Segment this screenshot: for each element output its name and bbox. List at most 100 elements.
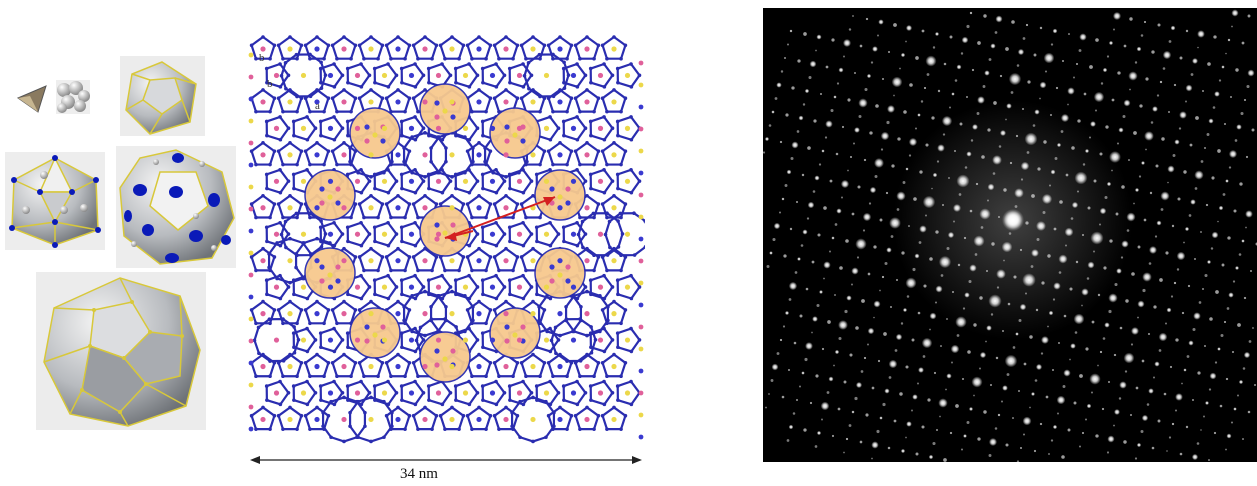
network-node <box>369 175 373 179</box>
network-node <box>399 331 404 335</box>
network-node <box>299 202 304 206</box>
diffraction-spot <box>851 212 855 216</box>
diffraction-spot <box>845 239 849 243</box>
diffraction-spot <box>883 332 887 336</box>
network-node <box>249 202 254 206</box>
network-node <box>359 190 364 195</box>
site-dot <box>300 72 307 79</box>
diffraction-spot <box>1213 35 1217 39</box>
tiling-ring <box>481 62 506 89</box>
network-node <box>279 73 284 78</box>
network-node <box>465 255 470 259</box>
diffraction-spot <box>900 52 906 58</box>
diffraction-spot <box>913 197 917 201</box>
network-node <box>494 243 499 248</box>
network-node <box>345 119 350 124</box>
diffraction-spot <box>782 325 786 328</box>
diffraction-spot <box>1176 251 1186 261</box>
network-node <box>413 349 418 354</box>
network-node <box>394 232 399 236</box>
diffraction-spot <box>954 150 956 152</box>
diffraction-spot <box>1014 205 1018 208</box>
network-node <box>330 149 335 153</box>
network-node <box>396 299 400 304</box>
site-dot <box>611 205 617 211</box>
site-dot <box>462 390 469 396</box>
network-node <box>416 56 420 61</box>
diffraction-spot <box>869 186 877 194</box>
network-node <box>399 119 404 124</box>
network-node <box>480 278 485 283</box>
network-node <box>596 361 601 365</box>
tiling-ring <box>373 62 398 89</box>
network-node <box>308 211 312 216</box>
network-node <box>281 56 285 61</box>
network-node <box>427 80 431 85</box>
diffraction-spot <box>963 236 967 240</box>
network-node <box>340 232 345 236</box>
diffraction-spot <box>887 105 895 113</box>
diffraction-spot <box>919 225 927 233</box>
diffraction-spot <box>838 336 842 341</box>
diffraction-spot <box>866 73 872 79</box>
network-node <box>321 424 325 429</box>
network-node <box>453 384 458 388</box>
diffraction-spot <box>872 46 878 52</box>
diffraction-spot <box>1238 253 1242 256</box>
network-node <box>356 399 360 404</box>
network-node <box>264 119 269 124</box>
network-node <box>308 427 312 431</box>
edge-site <box>638 60 644 66</box>
diffraction-spot <box>829 179 833 183</box>
network-node <box>345 172 350 177</box>
dodecahedron <box>120 56 205 136</box>
diffraction-spot <box>1190 199 1196 205</box>
network-node <box>359 62 363 66</box>
diffraction-spot <box>1111 169 1113 172</box>
network-node <box>465 43 470 48</box>
diffraction-spot <box>783 56 787 60</box>
network-node <box>605 427 609 431</box>
network-node <box>299 149 304 153</box>
diffraction-spot <box>956 64 962 70</box>
network-node <box>386 243 391 248</box>
diffraction-spot <box>950 344 960 354</box>
network-node <box>438 43 443 48</box>
site-dot <box>395 205 401 211</box>
network-node <box>643 245 645 249</box>
diffraction-spot <box>816 430 822 436</box>
site-dot <box>341 152 347 158</box>
diffraction-spot <box>1047 254 1051 258</box>
diffraction-spot <box>1183 170 1187 174</box>
network-node <box>480 66 485 71</box>
diffraction-spot <box>1102 67 1108 73</box>
network-node <box>340 391 345 395</box>
tiling-ring <box>346 221 371 247</box>
diffraction-spot <box>977 41 981 45</box>
site-dot <box>395 152 401 158</box>
diffraction-spot <box>889 217 901 229</box>
network-node <box>434 413 439 418</box>
network-node <box>426 278 431 283</box>
diffraction-spot <box>813 119 817 123</box>
diffraction-spot <box>790 156 794 161</box>
diffraction-spot <box>1059 200 1063 204</box>
diffraction-spot <box>946 373 952 379</box>
diffraction-spot <box>848 424 852 427</box>
network-node <box>281 374 285 379</box>
network-node <box>629 115 633 119</box>
network-node <box>416 374 420 379</box>
diffraction-spot <box>969 11 973 15</box>
network-node <box>318 66 323 71</box>
diffraction-spot <box>932 441 936 446</box>
cluster-site <box>565 278 571 284</box>
network-node <box>470 162 474 167</box>
tiling-ring <box>601 88 627 113</box>
site-dot <box>314 205 320 211</box>
tiling-ring <box>562 380 587 406</box>
network-node <box>372 278 377 283</box>
network-node <box>521 273 525 278</box>
diffraction-spot <box>905 277 917 289</box>
diffraction-spot <box>1185 84 1193 92</box>
network-node <box>437 294 441 298</box>
